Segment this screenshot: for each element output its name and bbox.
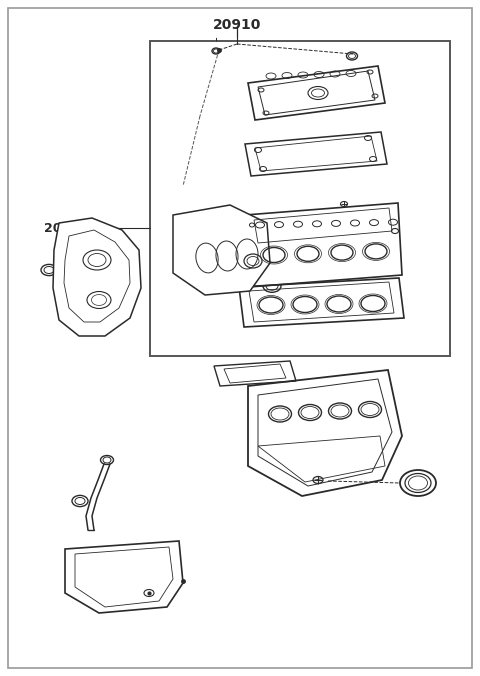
- Ellipse shape: [361, 295, 385, 312]
- Polygon shape: [245, 203, 402, 287]
- Ellipse shape: [299, 404, 322, 420]
- FancyBboxPatch shape: [8, 8, 472, 668]
- FancyBboxPatch shape: [150, 41, 450, 356]
- Ellipse shape: [328, 403, 351, 419]
- Polygon shape: [65, 541, 183, 613]
- Ellipse shape: [259, 297, 283, 313]
- Text: 20920: 20920: [44, 222, 88, 235]
- Ellipse shape: [327, 296, 351, 312]
- Ellipse shape: [268, 406, 291, 422]
- Polygon shape: [173, 205, 270, 295]
- Text: 20910: 20910: [213, 18, 261, 32]
- Ellipse shape: [293, 297, 317, 312]
- Ellipse shape: [400, 470, 436, 496]
- Polygon shape: [248, 370, 402, 496]
- Ellipse shape: [359, 402, 382, 418]
- Polygon shape: [53, 218, 141, 336]
